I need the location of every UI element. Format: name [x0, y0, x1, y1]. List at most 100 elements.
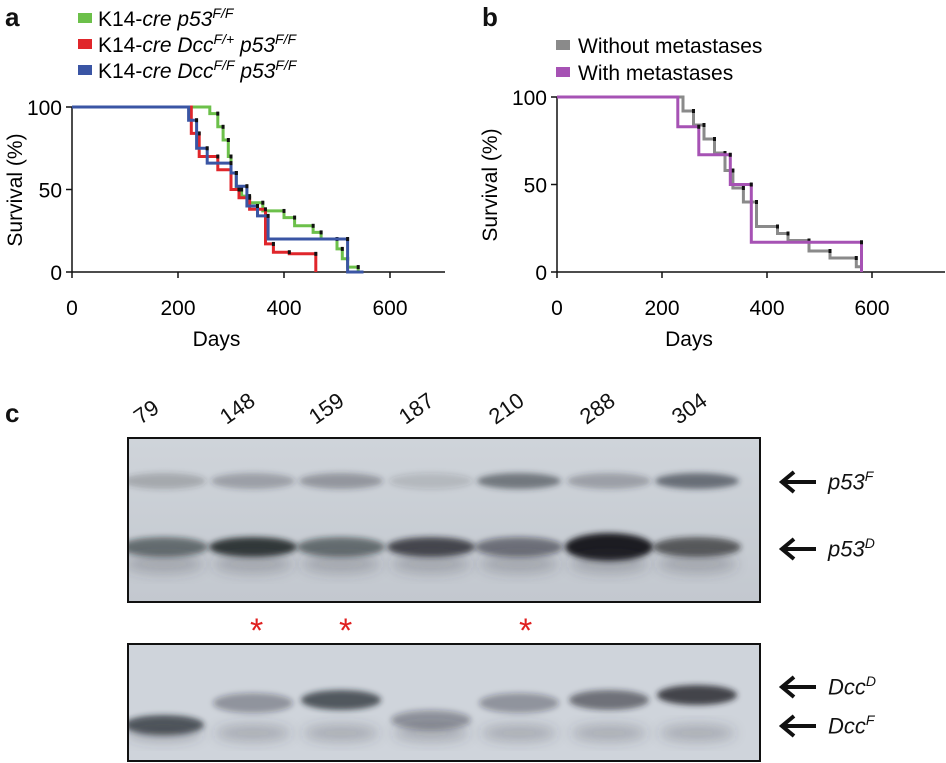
gel-band [129, 473, 206, 489]
gel-band [479, 554, 559, 574]
censor-mark [197, 131, 201, 136]
survival-plot-a: 0 200 400 600 0 50 100 Days Survival (%) [4, 97, 445, 351]
censor-mark [860, 240, 863, 245]
censor-mark [195, 118, 199, 123]
legend-text-part: cre Dcc [142, 34, 214, 57]
censor-mark [692, 109, 695, 113]
gel-band [475, 537, 563, 557]
label-DccF-sup: F [865, 712, 875, 728]
legend-text-part: K14- [98, 34, 142, 57]
gel-band [211, 473, 295, 489]
x-tick-label: 200 [644, 297, 679, 320]
gel-band [299, 473, 383, 489]
legend-text-part: K14- [98, 60, 142, 83]
legend-text-part: F/F [214, 57, 236, 73]
legend-swatch [556, 67, 570, 77]
x-axis-label: Days [193, 328, 241, 351]
gel-band [477, 473, 561, 489]
legend-text-part: F/+ [214, 31, 235, 47]
gel-band [571, 724, 647, 742]
censor-mark [226, 138, 230, 142]
censor-mark [256, 204, 259, 208]
y-axis-label: Survival (%) [479, 128, 502, 241]
censor-mark [854, 256, 858, 260]
gel-band [565, 533, 653, 561]
censor-mark [723, 151, 727, 155]
gel-band [567, 473, 651, 489]
censor-mark [234, 171, 238, 175]
label-p53D-base: p53 [828, 536, 865, 562]
censor-mark [749, 182, 753, 187]
gel-band [129, 537, 208, 557]
legend-label: Without metastases [578, 35, 762, 58]
legend-text-part: F/F [275, 57, 297, 73]
asterisk-marker: * [519, 612, 533, 650]
survival-plot-b: 0 200 400 600 0 50 100 Days Survival (%) [479, 87, 945, 351]
censor-mark [702, 123, 706, 127]
y-tick-label: 50 [524, 175, 547, 198]
legend-text-part: cre p53 [142, 8, 212, 31]
censor-mark [221, 124, 225, 129]
series-line-0 [557, 95, 863, 272]
x-tick-label: 0 [66, 297, 78, 320]
gel-band [209, 537, 297, 557]
censor-mark [216, 154, 220, 159]
gel-band [393, 724, 469, 742]
gel-band [215, 724, 291, 742]
gel-band [391, 554, 471, 574]
censor-mark [282, 208, 286, 213]
gel-band [129, 554, 204, 574]
censor-mark [356, 265, 360, 270]
censor-mark [240, 187, 244, 192]
censor-mark [728, 152, 732, 157]
gel-band [303, 724, 379, 742]
censor-mark [828, 249, 832, 253]
gel-band [213, 693, 293, 713]
gel-band [569, 690, 649, 710]
x-tick-label: 600 [854, 297, 889, 320]
arrow-label-p53F: p53F [778, 468, 873, 495]
censor-mark [287, 250, 291, 255]
censor-mark [776, 224, 779, 229]
legend-text-part: F/F [275, 31, 297, 47]
legend-swatch [78, 13, 92, 23]
gel-band [301, 554, 381, 574]
gel-band [479, 693, 559, 713]
gel-band [659, 724, 735, 742]
gel-blot-p53 [127, 437, 761, 603]
legend-text-part: p53 [234, 34, 275, 57]
censor-mark [311, 223, 315, 228]
censor-mark [261, 200, 265, 205]
panel-letter-b: b [482, 2, 498, 32]
legend-text-part: p53 [235, 60, 276, 83]
censor-mark [266, 213, 270, 218]
gel-band [657, 554, 737, 574]
gel-band [301, 690, 381, 710]
censor-mark [314, 251, 318, 256]
gel-band [657, 685, 737, 705]
series-line-1 [72, 105, 318, 272]
legend-label: K14-cre DccF/+ p53F/F [98, 31, 297, 57]
left-arrow-icon [778, 714, 816, 738]
series-line-1 [557, 95, 863, 272]
survival-figure: 0 200 400 600 0 50 100 Days Survival (%) 0 200 400 6… [4, 5, 945, 351]
label-DccD-base: Dcc [828, 674, 866, 700]
y-tick-label: 50 [39, 180, 62, 203]
gel-band [129, 724, 202, 742]
left-arrow-icon [778, 470, 816, 494]
censor-mark [741, 186, 745, 190]
censor-mark [713, 137, 716, 141]
asterisk-marker: * [250, 612, 264, 650]
y-tick-label: 0 [535, 262, 547, 285]
legend-swatch [78, 39, 92, 49]
censor-mark [248, 195, 252, 200]
legend-label: K14-cre p53F/F [98, 5, 235, 31]
label-p53F-sup: F [864, 468, 874, 484]
legend-text-part: K14- [98, 8, 142, 31]
gel-band [389, 473, 473, 489]
censor-mark [319, 230, 323, 235]
legend-label: K14-cre DccF/F p53F/F [98, 57, 298, 83]
legend-label: With metastases [578, 62, 733, 85]
x-tick-label: 0 [551, 297, 563, 320]
